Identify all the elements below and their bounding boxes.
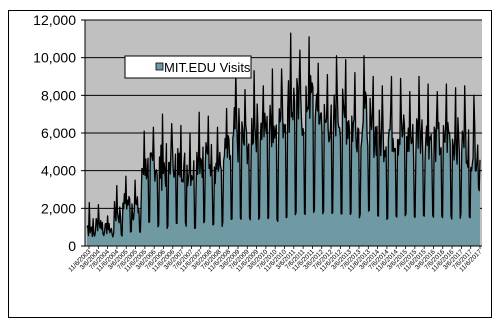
series-area-fill (87, 33, 480, 247)
series-line (86, 32, 481, 238)
y-tick-label: 6,000 (41, 125, 76, 141)
x-axis-ticks: 11/6/20033/6/20047/6/200411/6/20043/6/20… (67, 246, 484, 274)
y-tick-label: 12,000 (33, 12, 76, 28)
y-tick-label: 10,000 (33, 50, 76, 66)
y-tick-label: 0 (68, 238, 76, 254)
y-axis-ticks: 0 2,000 4,000 6,000 8,000 10,000 12,000 (33, 12, 85, 254)
legend: MIT.EDU Visits (124, 55, 252, 79)
legend-box (124, 55, 252, 79)
legend-swatch (155, 62, 164, 71)
y-tick-label: 8,000 (41, 87, 76, 103)
y-tick-label: 2,000 (41, 200, 76, 216)
y-tick-label: 4,000 (41, 163, 76, 179)
legend-label: MIT.EDU Visits (164, 60, 251, 75)
